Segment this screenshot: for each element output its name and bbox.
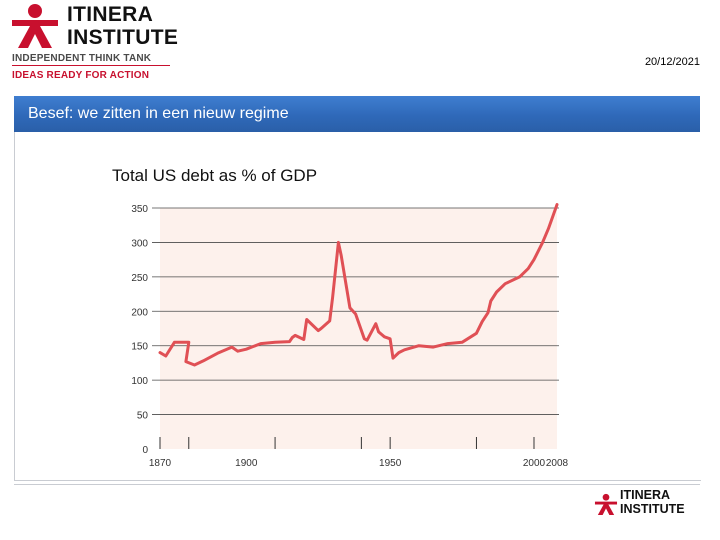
- slide-title: Besef: we zitten in een nieuw regime: [28, 105, 289, 122]
- logo-tagline-2: IDEAS READY FOR ACTION: [12, 70, 150, 81]
- footer-itinera-logo: ITINERA INSTITUTE: [594, 488, 694, 522]
- y-tick-label-100: 100: [131, 376, 148, 387]
- plot-background: [160, 208, 557, 449]
- y-tick-label-150: 150: [131, 342, 148, 353]
- debt-chart: 0 50 100 150 200 250 300 350 1870 1900 1950 2000 200…: [112, 196, 572, 476]
- footer-logo-line1: ITINERA: [620, 488, 670, 502]
- chart-svg: 0 50 100 150 200 250 300 350 1870 1900 1950 2000 200…: [131, 203, 569, 469]
- itinera-logo: ITINERA INSTITUTE INDEPENDENT THINK TANK…: [10, 2, 179, 84]
- itinera-figure-logo-icon: [12, 4, 58, 48]
- y-tick-label-50: 50: [137, 411, 149, 422]
- chart-title: Total US debt as % of GDP: [112, 166, 318, 185]
- footer-logo-line2: INSTITUTE: [620, 502, 685, 516]
- footer-itinera-figure-icon: [594, 493, 618, 516]
- logo-name-line1: ITINERA: [67, 3, 154, 26]
- slide-date: 20/12/2021: [644, 56, 700, 68]
- footer-divider: [14, 484, 700, 485]
- y-tick-label-300: 300: [131, 238, 148, 249]
- logo-tagline-1: INDEPENDENT THINK TANK: [12, 53, 152, 64]
- title-banner: Besef: we zitten in een nieuw regime: [14, 96, 700, 132]
- y-tick-label-350: 350: [131, 204, 148, 215]
- x-tick-label-1870: 1870: [149, 458, 172, 469]
- logo-divider: [12, 65, 170, 66]
- y-tick-label-250: 250: [131, 273, 148, 284]
- content-frame: [14, 96, 701, 481]
- x-tick-label-1950: 1950: [379, 458, 402, 469]
- logo-name-line2: INSTITUTE: [67, 26, 179, 49]
- x-tick-label-1900: 1900: [235, 458, 258, 469]
- x-tick-label-2000: 2000: [523, 458, 546, 469]
- x-tick-label-2008: 2008: [546, 458, 569, 469]
- y-tick-label-200: 200: [131, 307, 148, 318]
- y-tick-label-0: 0: [142, 445, 148, 456]
- series-line-us-debt: [158, 203, 559, 367]
